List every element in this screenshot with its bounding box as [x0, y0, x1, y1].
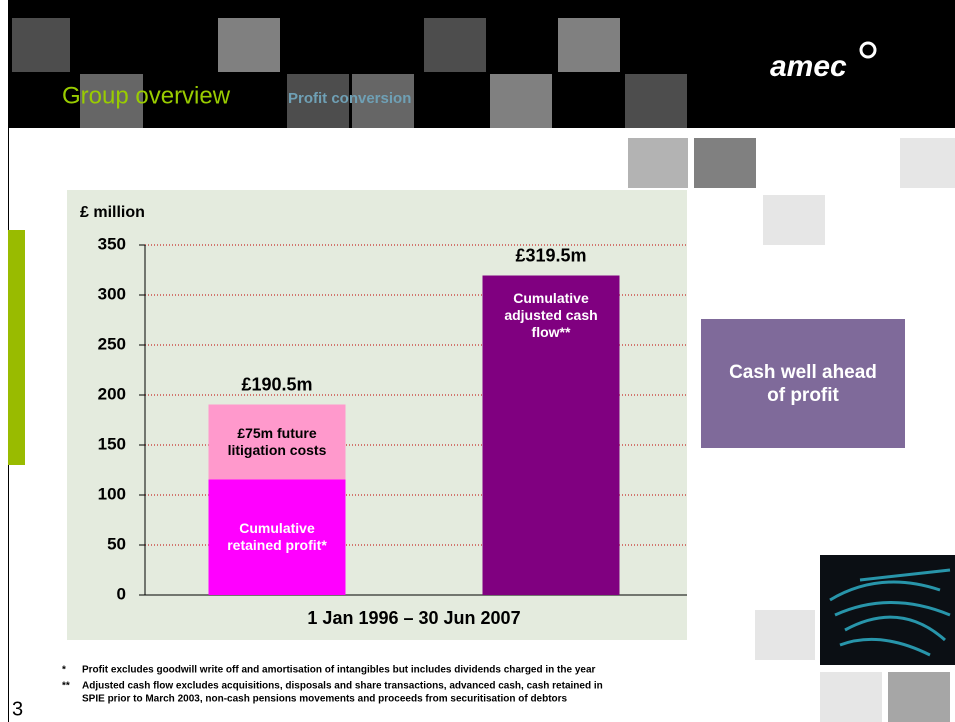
- footnote-line: Profit excludes goodwill write off and a…: [82, 665, 596, 676]
- y-tick-label: 50: [107, 534, 126, 553]
- header-squares: [12, 18, 687, 128]
- segment-label: £75m future litigation costs: [227, 425, 327, 458]
- callout-box: Cash well ahead of profit: [701, 319, 905, 448]
- y-tick-label: 250: [98, 334, 126, 353]
- segment-label: Cumulative adjusted cash flow**: [504, 289, 598, 340]
- footnote-line: SPIE prior to March 2003, non-cash pensi…: [82, 694, 568, 705]
- x-axis-label: 1 Jan 1996 – 30 Jun 2007: [307, 608, 520, 628]
- footnote-line: Adjusted cash flow excludes acquisitions…: [82, 681, 603, 692]
- y-tick-label: 300: [98, 284, 126, 303]
- segment-label-box: Cumulative retained profit*: [227, 520, 327, 554]
- deco-squares: [628, 138, 955, 722]
- y-tick-label: 350: [98, 234, 126, 253]
- y-axis-label: £ million: [80, 204, 145, 221]
- logo: amec: [770, 50, 847, 83]
- logo-mark: [859, 41, 877, 59]
- total-label: £319.5m: [515, 245, 586, 265]
- page-number: 3: [12, 698, 23, 720]
- bar-segment: [482, 275, 620, 595]
- plot: £ million 1 Jan 1996 – 30 Jun 2007 0 50 100 1…: [80, 204, 687, 628]
- segment-label-box: Cumulative adjusted cash flow**: [504, 289, 598, 340]
- accent-bar: [8, 230, 25, 465]
- slide-subtitle: Profit conversion: [288, 90, 411, 107]
- slide-title: Group overview: [62, 82, 231, 109]
- segment-label: Cumulative retained profit*: [227, 520, 327, 554]
- y-tick-label: 200: [98, 384, 126, 403]
- footnote-marker: **: [62, 681, 70, 692]
- bar-segment: [208, 404, 346, 480]
- y-tick-label: 0: [117, 584, 126, 603]
- footnote-marker: *: [62, 665, 66, 676]
- y-tick-label: 150: [98, 434, 126, 453]
- callout-text: Cash well ahead of profit: [729, 361, 877, 406]
- y-tick-label: 100: [98, 484, 126, 503]
- total-label: £190.5m: [241, 374, 312, 394]
- bar-segment: [208, 479, 346, 595]
- photo: [820, 555, 955, 665]
- segment-label-box: £75m future litigation costs: [227, 425, 327, 458]
